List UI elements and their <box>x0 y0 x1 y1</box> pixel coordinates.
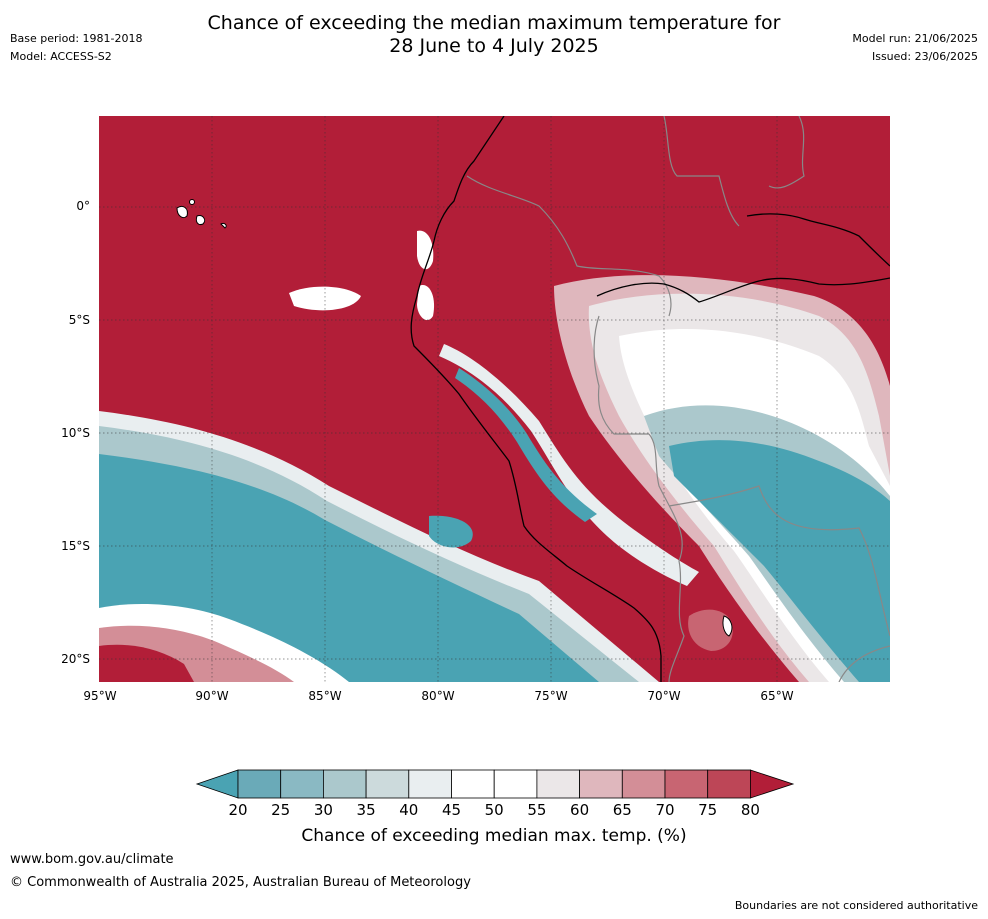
colorbar-svg <box>195 769 795 799</box>
colorbar-segment <box>365 769 410 799</box>
lon-label-90w: 90°W <box>195 689 229 703</box>
colorbar <box>195 766 795 802</box>
colorbar-segment <box>493 769 538 799</box>
gulf-white-patch <box>417 230 434 270</box>
colorbar-tick-label: 65 <box>612 801 632 819</box>
colorbar-tick-label: 35 <box>356 801 376 819</box>
model-text: Model: ACCESS-S2 <box>10 50 112 63</box>
title-line-1: Chance of exceeding the median maximum t… <box>207 12 781 34</box>
colorbar-extend-high <box>750 769 795 799</box>
footer-copyright: © Commonwealth of Australia 2025, Austra… <box>10 875 471 890</box>
colorbar-tick-label: 50 <box>484 801 504 819</box>
colorbar-tick-label: 75 <box>698 801 718 819</box>
footer-note: Boundaries are not considered authoritat… <box>734 899 978 912</box>
coastlines <box>410 116 890 682</box>
colorbar-segment <box>664 769 709 799</box>
colorbar-segment <box>237 769 282 799</box>
lon-label-85w: 85°W <box>308 689 342 703</box>
colorbar-label: Chance of exceeding median max. temp. (%… <box>301 826 687 846</box>
lat-label-10s: 10°S <box>61 426 90 440</box>
coastal-streak-white <box>439 344 699 586</box>
lat-label-15s: 15°S <box>61 539 90 553</box>
altiplano-patch <box>688 609 733 651</box>
country-borders <box>466 116 890 682</box>
colorbar-segment <box>707 769 751 799</box>
colorbar-tick-label: 20 <box>228 801 248 819</box>
offshore-warm-ring <box>289 286 361 311</box>
lake-titicaca <box>722 615 733 637</box>
lat-label-5s: 5°S <box>68 313 90 327</box>
colorbar-segment <box>408 769 452 799</box>
colorbar-segment <box>322 769 367 799</box>
colorbar-tick-label: 25 <box>271 801 291 819</box>
colorbar-tick-label: 70 <box>655 801 675 819</box>
lon-label-75w: 75°W <box>534 689 568 703</box>
lon-label-70w: 70°W <box>647 689 681 703</box>
chart-title: Chance of exceeding the median maximum t… <box>0 12 988 58</box>
coastal-streak-teal <box>455 368 597 522</box>
east-region-teal <box>669 440 890 682</box>
map-svg <box>99 116 890 682</box>
colorbar-segment <box>280 769 324 799</box>
title-line-2: 28 June to 4 July 2025 <box>389 35 599 57</box>
colorbar-tick-label: 45 <box>441 801 462 819</box>
lon-label-95w: 95°W <box>83 689 117 703</box>
colorbar-segment <box>621 769 666 799</box>
model-run-text: Model run: 21/06/2025 <box>852 32 978 45</box>
meta-left: Base period: 1981-2018 Model: ACCESS-S2 <box>10 30 142 66</box>
colorbar-segment <box>536 769 580 799</box>
colorbar-segment <box>579 769 623 799</box>
issued-text: Issued: 23/06/2025 <box>871 50 978 63</box>
colorbar-tick-label: 40 <box>399 801 419 819</box>
base-period-text: Base period: 1981-2018 <box>10 32 143 45</box>
colorbar-segment <box>451 769 495 799</box>
colorbar-extend-low <box>195 769 239 799</box>
coastal-patch-teal <box>429 515 473 548</box>
colorbar-tick-label: 30 <box>313 801 333 819</box>
map-panel <box>99 116 890 682</box>
lat-label-20s: 20°S <box>61 652 90 666</box>
colorbar-tick-label: 80 <box>740 801 760 819</box>
lat-label-0: 0° <box>76 199 90 213</box>
footer-url: www.bom.gov.au/climate <box>10 852 174 867</box>
coast-white-patch <box>417 285 435 321</box>
meta-right: Model run: 21/06/2025 Issued: 23/06/2025 <box>852 30 978 66</box>
sw-corner-red <box>99 644 194 682</box>
galapagos-islands <box>176 199 227 229</box>
colorbar-tick-label: 60 <box>570 801 590 819</box>
lon-label-65w: 65°W <box>760 689 794 703</box>
lon-label-80w: 80°W <box>421 689 455 703</box>
colorbar-tick-label: 55 <box>527 801 547 819</box>
